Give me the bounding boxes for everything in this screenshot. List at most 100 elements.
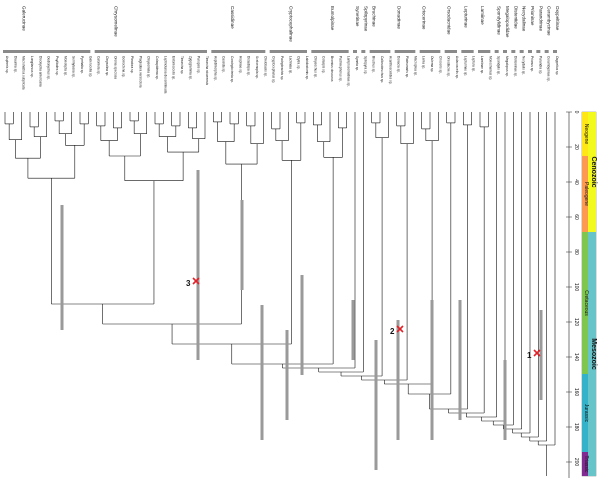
axis-tick-label: 60 — [573, 214, 579, 220]
taxon-label: Oxypeltus sp. — [555, 56, 559, 75]
clade-label: Cryptocephalinae — [288, 6, 293, 42]
taxon-label: Zygogramma sp. — [188, 56, 192, 80]
clade-bar — [511, 50, 516, 53]
taxon-label: Dicladispa sp. — [247, 56, 251, 76]
hpd-bar — [503, 360, 507, 440]
tree-branches — [4, 112, 556, 476]
taxon-label: Spondylis sp. — [497, 56, 501, 75]
taxon-label: Macroplea sp. — [413, 56, 417, 76]
clade-bar — [94, 50, 207, 53]
period-paleogene-box — [582, 156, 588, 232]
clade-bar — [503, 50, 507, 53]
clade-label: Megalopodidae — [505, 6, 510, 38]
taxon-label: Sceloenopla sp. — [255, 56, 259, 79]
axis-tick-label: 180 — [573, 423, 579, 432]
taxon-label: Bromius obscurus — [330, 56, 334, 82]
taxon-label: Psylliodes sp. — [55, 56, 59, 76]
clade-label: Cassidinae — [230, 6, 235, 29]
axis-tick-label: 160 — [573, 388, 579, 397]
taxon-label: Longitarsus sp. — [30, 56, 34, 78]
clade-bar — [361, 50, 366, 53]
taxon-label: Clytra sp. — [297, 56, 301, 70]
taxon-label: Macrohattica subplicata — [22, 56, 26, 90]
clade-bar — [394, 50, 416, 53]
taxon-label: Lachnaia sp. — [288, 56, 292, 74]
hpd-intervals — [60, 170, 543, 470]
clade-labels: Galerucinae Chrysomelinae Cassidinae Crypto… — [22, 6, 560, 42]
clade-label: Prioninae — [530, 6, 535, 26]
taxon-label: Chrysolina sp. — [105, 56, 109, 76]
taxon-label: Labidostomis sp. — [305, 56, 309, 80]
calibration-marker — [192, 277, 200, 285]
calibration-points: 3 2 1 — [186, 277, 541, 360]
clade-label: Parandrinae — [538, 6, 543, 31]
hpd-bar — [430, 300, 434, 440]
clade-bar — [536, 50, 541, 53]
clade-bar — [369, 50, 391, 53]
clade-label: Oxypeltinae — [555, 6, 560, 31]
period-paleogene-label: Paleogene — [583, 182, 589, 206]
period-jurassic-label: Jurassic — [583, 404, 589, 423]
hpd-bar — [300, 275, 304, 375]
taxon-label: Spilopyra sp. — [363, 56, 367, 75]
taxon-label: Gonioctena sp. — [122, 56, 126, 78]
clade-bar — [553, 50, 557, 53]
taxon-label: Aspidimorpha sp. — [213, 56, 217, 81]
taxon-label: Disteniinae sp. — [513, 56, 517, 77]
taxon-label: Pachnephorus sp. — [338, 56, 342, 82]
taxon-label: Diaumia sp. — [13, 56, 17, 73]
taxon-label: Crioceris sp. — [438, 56, 442, 74]
taxon-label: Calomela sp. — [97, 56, 101, 75]
taxon-label: Phratora sp. — [130, 56, 134, 73]
clade-label: Spilopyrinae — [363, 6, 368, 32]
clade-bar — [478, 50, 491, 53]
taxon-label: Aspheris sp. — [5, 56, 9, 74]
taxon-label: Cryptocephalus sp. — [272, 56, 276, 83]
calibration-marker — [533, 349, 541, 357]
taxon-label: Monochamus sp. — [488, 56, 492, 80]
hpd-bar — [396, 320, 400, 440]
period-triassic-label: Triassic — [583, 455, 589, 473]
taxon-label: Hispinae sp. — [238, 56, 242, 74]
clade-bar — [3, 50, 91, 53]
calibration-label: 3 — [186, 279, 191, 288]
period-neogene-label: Neogene — [583, 124, 589, 145]
geologic-timescale: 0 20 40 60 80 100 120 140 160 180 200 Neogene Pale… — [566, 111, 597, 478]
taxon-label: Chrysomela sp. — [147, 56, 151, 78]
hpd-bar — [539, 310, 543, 400]
taxon-label: Bruchus sp. — [372, 56, 376, 73]
axis-tick-label: 120 — [573, 318, 579, 327]
taxon-label: Cassida sp. — [222, 56, 226, 73]
axis-tick-label: 200 — [573, 458, 579, 467]
taxon-label: Oedionychus sp. — [47, 56, 51, 80]
taxon-labels: Aspheris sp. Diaumia sp. Macrohattica subp… — [5, 56, 559, 94]
taxon-label: Callosobruchus sp. — [380, 56, 384, 83]
period-triassic-box — [582, 452, 588, 476]
axis-tick-label: 100 — [573, 283, 579, 292]
axis-tick-label: 40 — [573, 179, 579, 185]
clade-label: Bruchinae — [372, 6, 377, 27]
period-cretaceous-box — [582, 232, 588, 374]
taxon-label: Plagiodera versicolora — [138, 56, 142, 88]
taxon-label: Colaspidema sp. — [155, 56, 159, 80]
hpd-bar — [351, 300, 355, 360]
axis-tick-label: 0 — [573, 111, 579, 114]
taxon-label: Leptinotarsa decemlineata — [163, 56, 167, 94]
clade-bar — [419, 50, 441, 53]
taxon-label: Timarcha nicaeensis — [205, 56, 209, 86]
taxon-label: Necydalis sp. — [522, 56, 526, 75]
taxon-label: Plateumaris sp. — [405, 56, 409, 78]
calibration-label: 2 — [390, 327, 395, 336]
clade-bar — [519, 50, 524, 53]
taxon-label: Orsodacne sp. — [447, 56, 451, 77]
taxon-label: Lamprosomatinae sp. — [347, 56, 351, 87]
clade-label: Criocerinae — [422, 6, 427, 30]
clade-bar — [494, 50, 499, 53]
taxon-label: Disonycha americana — [38, 56, 42, 87]
hpd-bar — [60, 205, 64, 330]
axis-tick-label: 140 — [573, 353, 579, 362]
clade-label: Orsodacnidae — [447, 6, 452, 35]
calibration-marker — [396, 325, 404, 333]
taxon-label: Pachybrachis sp. — [280, 56, 284, 80]
